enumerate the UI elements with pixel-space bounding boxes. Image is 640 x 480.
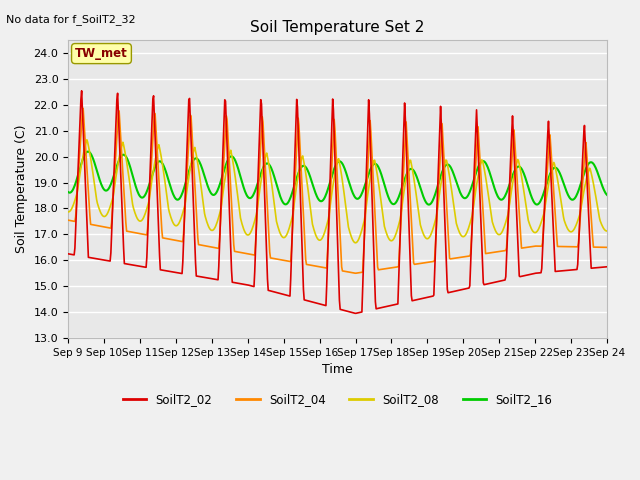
Title: Soil Temperature Set 2: Soil Temperature Set 2 <box>250 20 425 35</box>
Text: No data for f_SoilT2_32: No data for f_SoilT2_32 <box>6 14 136 25</box>
Legend: SoilT2_02, SoilT2_04, SoilT2_08, SoilT2_16: SoilT2_02, SoilT2_04, SoilT2_08, SoilT2_… <box>118 389 557 411</box>
Y-axis label: Soil Temperature (C): Soil Temperature (C) <box>15 125 28 253</box>
Text: TW_met: TW_met <box>75 47 128 60</box>
X-axis label: Time: Time <box>322 363 353 376</box>
